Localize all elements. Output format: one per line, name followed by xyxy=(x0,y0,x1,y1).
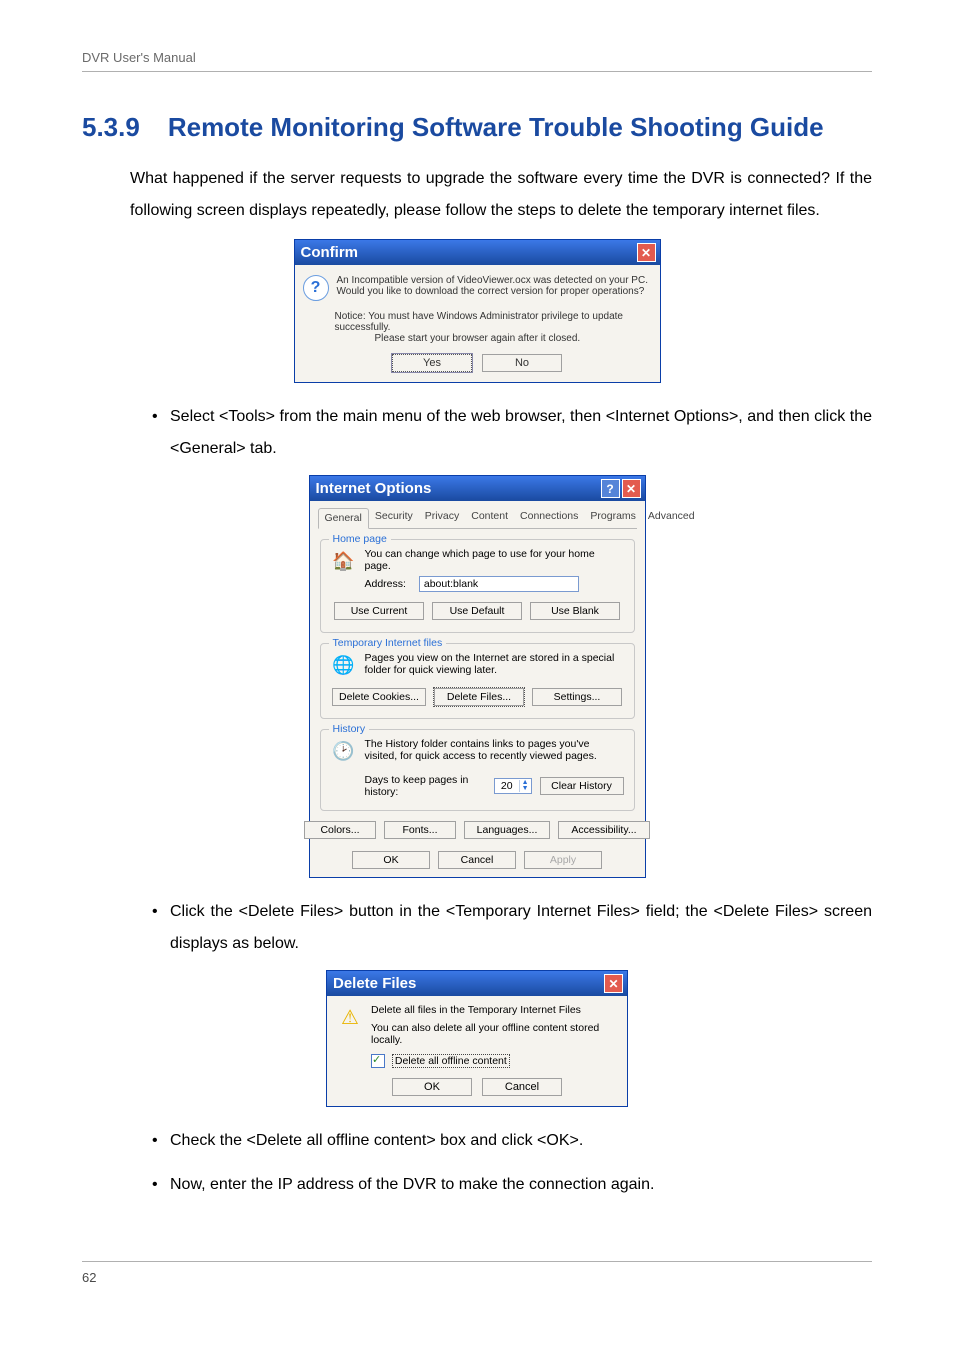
address-label: Address: xyxy=(365,578,406,590)
history-group: History 🕑 The History folder contains li… xyxy=(320,729,635,811)
intro-paragraph: What happened if the server requests to … xyxy=(130,163,872,227)
checkbox-icon[interactable] xyxy=(371,1054,385,1068)
delete-offline-checkbox[interactable]: Delete all offline content xyxy=(371,1054,617,1068)
delete-files-dialog: Delete Files ✕ ⚠ Delete all files in the… xyxy=(326,970,628,1107)
tif-desc: Pages you view on the Internet are store… xyxy=(365,652,624,676)
yes-button[interactable]: Yes xyxy=(392,354,472,372)
use-blank-button[interactable]: Use Blank xyxy=(530,602,620,620)
address-input[interactable]: about:blank xyxy=(419,576,579,592)
step-1: Select <Tools> from the main menu of the… xyxy=(170,401,872,465)
tab-connections[interactable]: Connections xyxy=(514,507,584,528)
df-titlebar: Delete Files ✕ xyxy=(327,971,627,996)
tab-content[interactable]: Content xyxy=(465,507,514,528)
df-line1: Delete all files in the Temporary Intern… xyxy=(371,1004,617,1016)
no-button[interactable]: No xyxy=(482,354,562,372)
page-number: 62 xyxy=(82,1270,872,1285)
close-icon[interactable]: ✕ xyxy=(604,974,623,993)
days-value: 20 xyxy=(495,779,519,793)
step-4: Now, enter the IP address of the DVR to … xyxy=(170,1169,872,1201)
step-3: Check the <Delete all offline content> b… xyxy=(170,1125,872,1157)
tab-security[interactable]: Security xyxy=(369,507,419,528)
confirm-line2: Would you like to download the correct v… xyxy=(337,286,648,297)
days-label: Days to keep pages in history: xyxy=(365,774,486,798)
section-number: 5.3.9 xyxy=(82,112,140,143)
tab-advanced[interactable]: Advanced xyxy=(642,507,701,528)
stepper-arrows-icon[interactable]: ▲▼ xyxy=(519,780,531,792)
footer-rule xyxy=(82,1261,872,1262)
use-current-button[interactable]: Use Current xyxy=(334,602,424,620)
use-default-button[interactable]: Use Default xyxy=(432,602,522,620)
colors-button[interactable]: Colors... xyxy=(304,821,376,839)
home-page-group: Home page 🏠 You can change which page to… xyxy=(320,539,635,633)
fonts-button[interactable]: Fonts... xyxy=(384,821,456,839)
globe-icon: 🌐 xyxy=(331,652,357,678)
home-desc: You can change which page to use for you… xyxy=(365,548,624,572)
confirm-title-text: Confirm xyxy=(301,244,359,261)
section-title-text: Remote Monitoring Software Trouble Shoot… xyxy=(168,112,824,142)
home-page-label: Home page xyxy=(329,533,391,545)
tab-privacy[interactable]: Privacy xyxy=(419,507,465,528)
delete-files-button[interactable]: Delete Files... xyxy=(434,688,524,706)
history-icon: 🕑 xyxy=(331,738,357,764)
accessibility-button[interactable]: Accessibility... xyxy=(558,821,650,839)
df-title-text: Delete Files xyxy=(333,975,416,992)
tab-general[interactable]: General xyxy=(318,508,369,529)
ok-button[interactable]: OK xyxy=(392,1078,472,1096)
ok-button[interactable]: OK xyxy=(352,851,430,869)
question-icon: ? xyxy=(303,275,329,301)
io-tabs: General Security Privacy Content Connect… xyxy=(318,507,637,529)
tif-label: Temporary Internet files xyxy=(329,637,447,649)
temporary-internet-files-group: Temporary Internet files 🌐 Pages you vie… xyxy=(320,643,635,719)
home-icon: 🏠 xyxy=(331,548,357,574)
close-icon[interactable]: ✕ xyxy=(637,243,656,262)
languages-button[interactable]: Languages... xyxy=(464,821,550,839)
history-label: History xyxy=(329,723,370,735)
internet-options-dialog: Internet Options ? ✕ General Security Pr… xyxy=(309,475,646,878)
cancel-button[interactable]: Cancel xyxy=(482,1078,562,1096)
io-titlebar: Internet Options ? ✕ xyxy=(310,476,645,501)
step-2: Click the <Delete Files> button in the <… xyxy=(170,896,872,960)
confirm-titlebar: Confirm ✕ xyxy=(295,240,660,265)
confirm-line1: An Incompatible version of VideoViewer.o… xyxy=(337,275,648,286)
confirm-notice: Notice: You must have Windows Administra… xyxy=(335,311,624,333)
io-title-text: Internet Options xyxy=(316,480,432,497)
page-header: DVR User's Manual xyxy=(82,50,872,72)
warning-icon: ⚠ xyxy=(337,1004,363,1030)
help-icon[interactable]: ? xyxy=(601,479,620,498)
tab-programs[interactable]: Programs xyxy=(584,507,642,528)
df-line2: You can also delete all your offline con… xyxy=(371,1022,617,1046)
cancel-button[interactable]: Cancel xyxy=(438,851,516,869)
close-icon[interactable]: ✕ xyxy=(622,479,641,498)
section-heading: 5.3.9 Remote Monitoring Software Trouble … xyxy=(82,112,872,143)
confirm-notice2: Please start your browser again after it… xyxy=(375,333,652,344)
confirm-dialog: Confirm ✕ ? An Incompatible version of V… xyxy=(294,239,661,383)
checkbox-label: Delete all offline content xyxy=(392,1054,510,1068)
apply-button[interactable]: Apply xyxy=(524,851,602,869)
delete-cookies-button[interactable]: Delete Cookies... xyxy=(332,688,426,706)
clear-history-button[interactable]: Clear History xyxy=(540,777,624,795)
history-desc: The History folder contains links to pag… xyxy=(365,738,624,762)
days-stepper[interactable]: 20 ▲▼ xyxy=(494,778,532,794)
settings-button[interactable]: Settings... xyxy=(532,688,622,706)
